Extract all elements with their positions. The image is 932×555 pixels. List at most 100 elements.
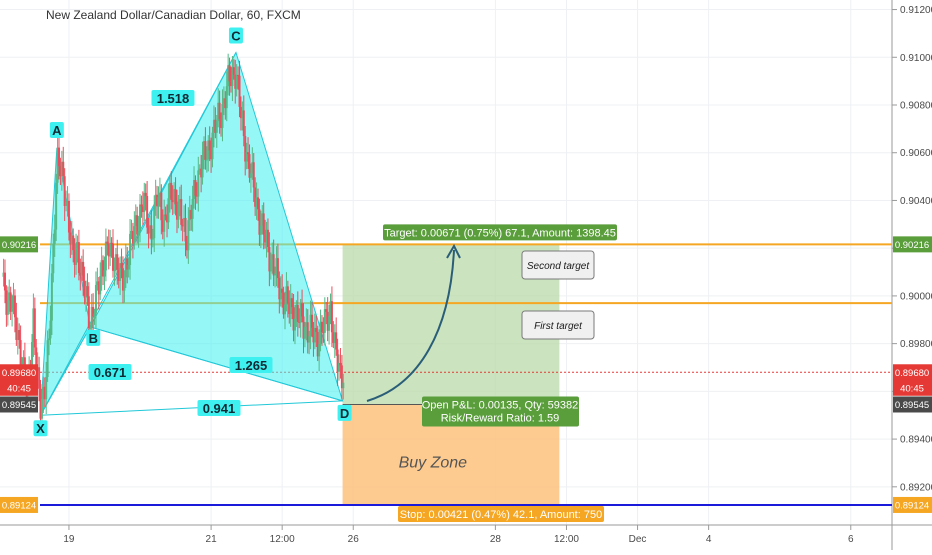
candle-body <box>301 303 304 317</box>
candle-body <box>266 229 269 247</box>
candle-body <box>181 224 184 227</box>
candle-body <box>214 119 217 133</box>
candle-body <box>151 238 154 240</box>
candle-body <box>173 189 176 203</box>
candle-body <box>167 198 170 223</box>
price-badge-bg <box>893 379 932 396</box>
candle-body <box>124 258 127 278</box>
candle-body <box>46 340 49 377</box>
candle-body <box>32 308 35 343</box>
left-price-badge-bg <box>0 396 38 413</box>
candle-body <box>339 362 342 366</box>
candle-body <box>248 154 251 178</box>
candle-body <box>94 284 97 314</box>
second-target-callout-box <box>521 250 595 280</box>
candle-body <box>247 152 250 155</box>
candle-body <box>87 296 90 328</box>
candle-body <box>66 200 69 202</box>
candle-body <box>262 213 265 235</box>
left-price-badge: 0.89680 <box>2 368 36 379</box>
candle-body <box>38 367 41 389</box>
candle-body <box>251 162 254 174</box>
candle-body <box>39 388 42 419</box>
candle-body <box>83 280 86 298</box>
candle-body <box>60 161 63 177</box>
candle-body <box>255 197 258 207</box>
candle-body <box>52 243 55 274</box>
candle-body <box>102 260 105 277</box>
candle-body <box>229 81 232 87</box>
ratio-label-bg <box>229 357 273 373</box>
candle-body <box>320 321 323 332</box>
candle-body <box>85 286 88 298</box>
candle-body <box>276 258 279 278</box>
candle-body <box>188 209 191 221</box>
candle-body <box>211 132 214 160</box>
chart-title: New Zealand Dollar/Canadian Dollar, 60, … <box>46 8 301 22</box>
candle-body <box>76 242 79 249</box>
candle-body <box>103 270 106 277</box>
candle-body <box>275 258 278 274</box>
candle-body <box>183 217 186 227</box>
candle-body <box>239 106 242 119</box>
target-label: Target: 0.00671 (0.75%) 67.1, Amount: 13… <box>384 227 616 239</box>
first-target-callout-box <box>521 310 595 340</box>
candle-body <box>227 65 230 87</box>
candle-body <box>86 286 89 297</box>
candle-body <box>168 182 171 199</box>
candle-body <box>198 168 201 171</box>
candles <box>2 53 345 431</box>
target-label-bg <box>383 224 617 241</box>
candle-body <box>326 311 329 331</box>
candle-body <box>89 327 92 329</box>
first-target-callout: First target <box>534 321 583 332</box>
price-badge: 0.89124 <box>895 500 929 511</box>
candle-body <box>245 152 248 162</box>
candle-body <box>157 196 160 207</box>
candle-body <box>140 204 143 207</box>
left-price-badge: 0.90216 <box>2 240 36 251</box>
x-tick-label: Dec <box>629 534 647 545</box>
candle-body <box>261 213 264 226</box>
candle-body <box>207 140 210 160</box>
candle-body <box>156 194 159 207</box>
candle-body <box>195 195 198 197</box>
candle-body <box>137 231 140 235</box>
candle-body <box>313 327 316 343</box>
candle-body <box>228 65 231 82</box>
ratio-label: 0.941 <box>203 401 236 416</box>
ratio-label-bg <box>151 90 195 106</box>
candle-body <box>62 161 65 177</box>
buy-zone-label: Buy Zone <box>399 455 468 472</box>
candle-body <box>291 298 294 308</box>
stop-label: Stop: 0.00421 (0.47%) 42.1, Amount: 750 <box>400 509 602 521</box>
candle-body <box>96 281 99 285</box>
candle-body <box>328 316 331 331</box>
candle-body <box>63 176 66 206</box>
candle-body <box>218 102 221 120</box>
point-label-c-bg <box>228 27 243 44</box>
candle-body <box>97 281 100 295</box>
point-label-a: A <box>52 123 62 138</box>
y-tick-label: 0.89200 <box>900 482 932 493</box>
point-label-x: X <box>36 421 45 436</box>
candle-body <box>252 162 255 188</box>
candle-body <box>163 214 166 232</box>
candle-body <box>49 320 52 339</box>
candle-body <box>82 261 85 281</box>
candle-body <box>15 317 18 340</box>
candle-body <box>342 382 345 389</box>
candle-body <box>221 103 224 128</box>
candle-body <box>154 194 157 206</box>
projection-arrow <box>366 249 455 402</box>
candle-body <box>279 288 282 300</box>
candle-body <box>16 330 19 340</box>
candle-body <box>257 197 260 210</box>
candle-body <box>232 67 235 75</box>
candle-body <box>104 241 107 271</box>
ratio-label: 1.265 <box>235 358 268 373</box>
candle-body <box>56 147 59 183</box>
